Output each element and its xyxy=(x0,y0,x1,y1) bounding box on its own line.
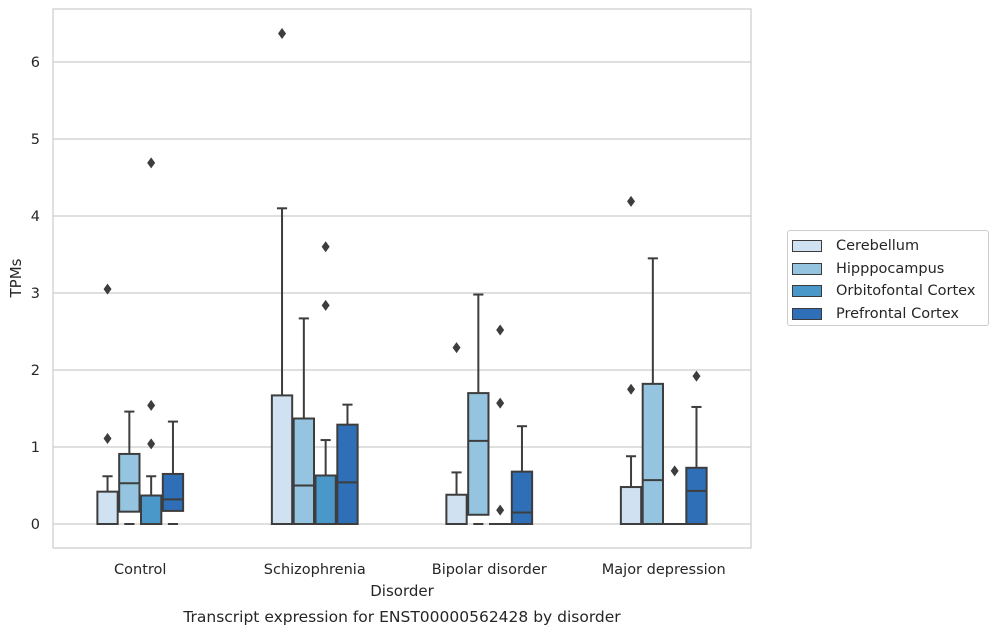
y-tick-label: 4 xyxy=(31,209,40,225)
outlier-point xyxy=(278,28,287,40)
box-0-0 xyxy=(96,283,119,526)
box-3-1 xyxy=(336,403,359,526)
chart-title: Transcript expression for ENST0000056242… xyxy=(182,608,621,626)
outlier-point xyxy=(147,399,156,411)
outlier-point xyxy=(496,397,505,409)
legend-label: Orbitofontal Cortex xyxy=(836,283,976,300)
box-2-1 xyxy=(314,241,337,525)
gridlines xyxy=(53,61,751,525)
outlier-point xyxy=(627,383,636,395)
box-2-0 xyxy=(140,157,163,526)
legend-item-cerebellum: Cerebellum xyxy=(792,235,988,258)
outlier-point xyxy=(321,299,330,311)
box-body xyxy=(292,417,315,526)
box-0-1 xyxy=(270,28,294,525)
box-body xyxy=(161,472,185,512)
y-tick-label: 6 xyxy=(31,55,40,71)
legend-swatch xyxy=(792,285,822,298)
legend-item-prefrontal-cortex: Prefrontal Cortex xyxy=(792,303,988,326)
y-tick-label: 0 xyxy=(31,517,40,533)
outlier-point xyxy=(496,504,505,516)
box-2-2 xyxy=(489,324,512,526)
outlier-point xyxy=(670,465,679,477)
box-0-3 xyxy=(619,195,643,526)
y-tick-labels: 0 1 2 3 4 5 6 xyxy=(31,55,40,533)
y-tick-label: 2 xyxy=(31,363,40,379)
legend-label: Prefrontal Cortex xyxy=(836,305,959,322)
y-axis-label: TPMs xyxy=(7,258,25,298)
box-1-3 xyxy=(641,257,664,525)
x-tick-labels: Control Schizophrenia Bipolar disorder Majo… xyxy=(114,562,726,578)
outlier-point xyxy=(147,157,156,169)
legend-item-hippocampus: Hipppocampus xyxy=(792,258,988,281)
boxes xyxy=(96,28,708,526)
box-3-0 xyxy=(161,420,185,525)
x-tick-label: Bipolar disorder xyxy=(432,562,547,578)
box-1-0 xyxy=(118,410,141,525)
box-body xyxy=(467,392,490,516)
x-tick-label: Control xyxy=(114,562,166,578)
box-body xyxy=(140,494,163,526)
legend-swatch xyxy=(792,307,822,320)
box-1-1 xyxy=(292,317,315,526)
y-tick-label: 5 xyxy=(31,132,40,148)
y-tick-label: 3 xyxy=(31,286,40,302)
legend-label: Hipppocampus xyxy=(836,260,945,277)
legend-swatch xyxy=(792,240,822,253)
x-tick-label: Schizophrenia xyxy=(264,562,366,578)
outlier-point xyxy=(692,370,701,382)
box-body xyxy=(685,466,708,526)
box-3-2 xyxy=(510,425,534,526)
box-body xyxy=(336,423,359,526)
box-body xyxy=(96,490,119,526)
box-body xyxy=(510,470,534,526)
box-body xyxy=(641,382,664,525)
legend: Cerebellum Hipppocampus Orbitofontal Cor… xyxy=(787,230,989,326)
box-body xyxy=(445,493,468,525)
box-1-2 xyxy=(467,293,490,525)
box-0-2 xyxy=(445,342,468,525)
legend-swatch xyxy=(792,262,822,275)
box-2-3 xyxy=(663,465,686,526)
x-axis-label: Disorder xyxy=(370,582,434,600)
plot-area-frame xyxy=(52,8,752,549)
legend-item-orbitofrontal-cortex: Orbitofontal Cortex xyxy=(792,280,988,303)
box-3-3 xyxy=(685,370,708,526)
outlier-point xyxy=(321,241,330,253)
box-body xyxy=(270,394,294,525)
outlier-point xyxy=(452,342,461,354)
x-tick-label: Major depression xyxy=(602,562,726,578)
outlier-point xyxy=(627,195,636,207)
outlier-point xyxy=(496,324,505,336)
outlier-point xyxy=(103,433,112,445)
legend-label: Cerebellum xyxy=(836,238,920,255)
box-body xyxy=(619,486,643,526)
outlier-point xyxy=(147,438,156,450)
y-tick-label: 1 xyxy=(31,440,40,456)
outlier-point xyxy=(103,283,112,295)
box-body xyxy=(314,474,337,525)
